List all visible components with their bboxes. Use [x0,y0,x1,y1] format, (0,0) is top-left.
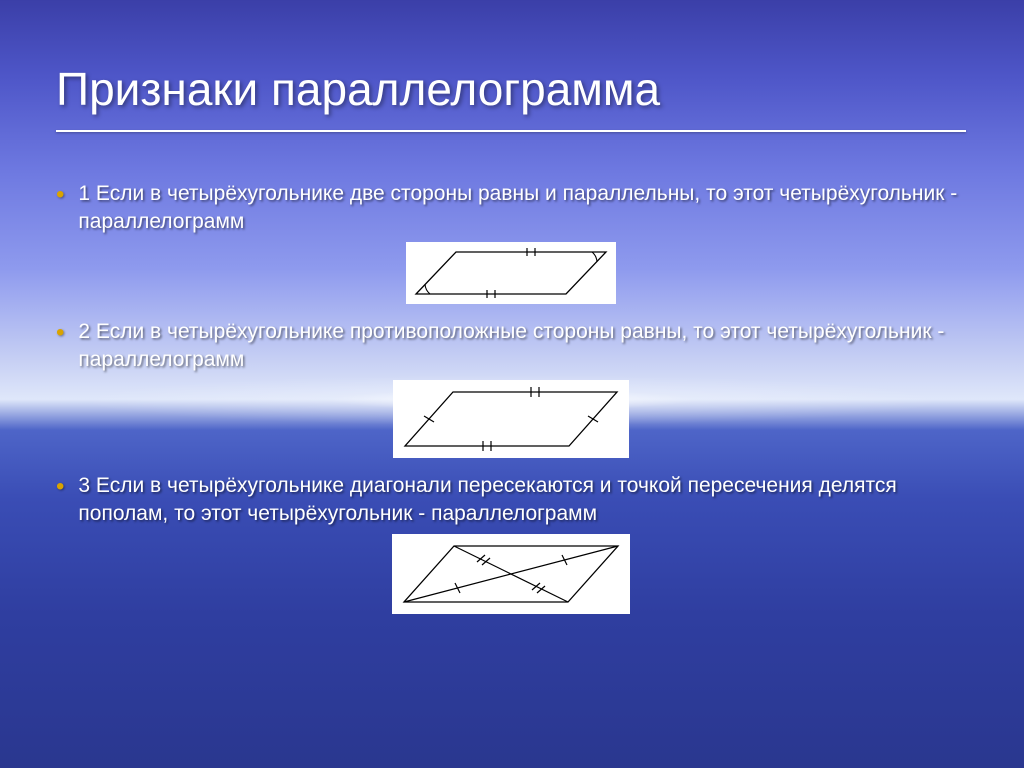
list-item: • 2 Если в четырёхугольнике противополож… [56,318,966,458]
content-area: • 1 Если в четырёхугольнике две стороны … [56,180,966,628]
bullet-icon: • [56,320,64,346]
parallelogram-figure-3 [392,534,630,614]
parallelogram-figure-2 [393,380,629,458]
bullet-icon: • [56,182,64,208]
slide-title: Признаки параллелограмма [56,62,660,116]
item-text: 1 Если в четырёхугольнике две стороны ра… [78,180,966,236]
slide: Признаки параллелограмма • 1 Если в четы… [0,0,1024,768]
item-text: 2 Если в четырёхугольнике противоположны… [78,318,966,374]
bullet-icon: • [56,474,64,500]
title-underline [56,130,966,132]
list-item: • 1 Если в четырёхугольнике две стороны … [56,180,966,304]
item-text: 3 Если в четырёхугольнике диагонали пере… [78,472,966,528]
parallelogram-figure-1 [406,242,616,304]
list-item: • 3 Если в четырёхугольнике диагонали пе… [56,472,966,614]
